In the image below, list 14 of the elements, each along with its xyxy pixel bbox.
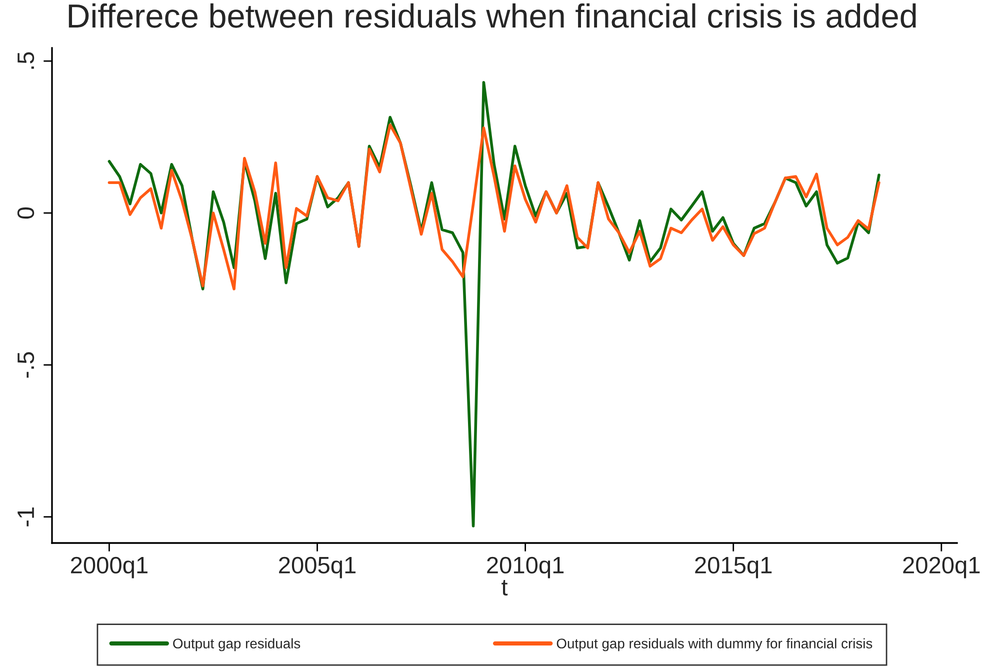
y-tick-label: -.5	[18, 352, 34, 378]
chart-title: Differece between residuals when financial crisis is added	[68, 3, 916, 28]
x-tick-label: 2020q1	[903, 556, 980, 578]
x-tick-label: 2005q1	[279, 556, 356, 578]
legend-label: Output gap residuals	[173, 638, 300, 652]
x-axis-title: t	[502, 580, 508, 596]
x-tick-label: 2010q1	[487, 556, 564, 578]
y-tick-label: -1	[18, 508, 34, 526]
x-tick-label: 2015q1	[695, 556, 772, 578]
y-tick-label: .5	[18, 52, 34, 69]
y-tick-label: 0	[17, 207, 34, 219]
line-series	[108, 123, 880, 290]
x-tick-label: 2000q1	[71, 556, 148, 578]
legend-label: Output gap residuals with dummy for financial crisis	[556, 638, 872, 652]
